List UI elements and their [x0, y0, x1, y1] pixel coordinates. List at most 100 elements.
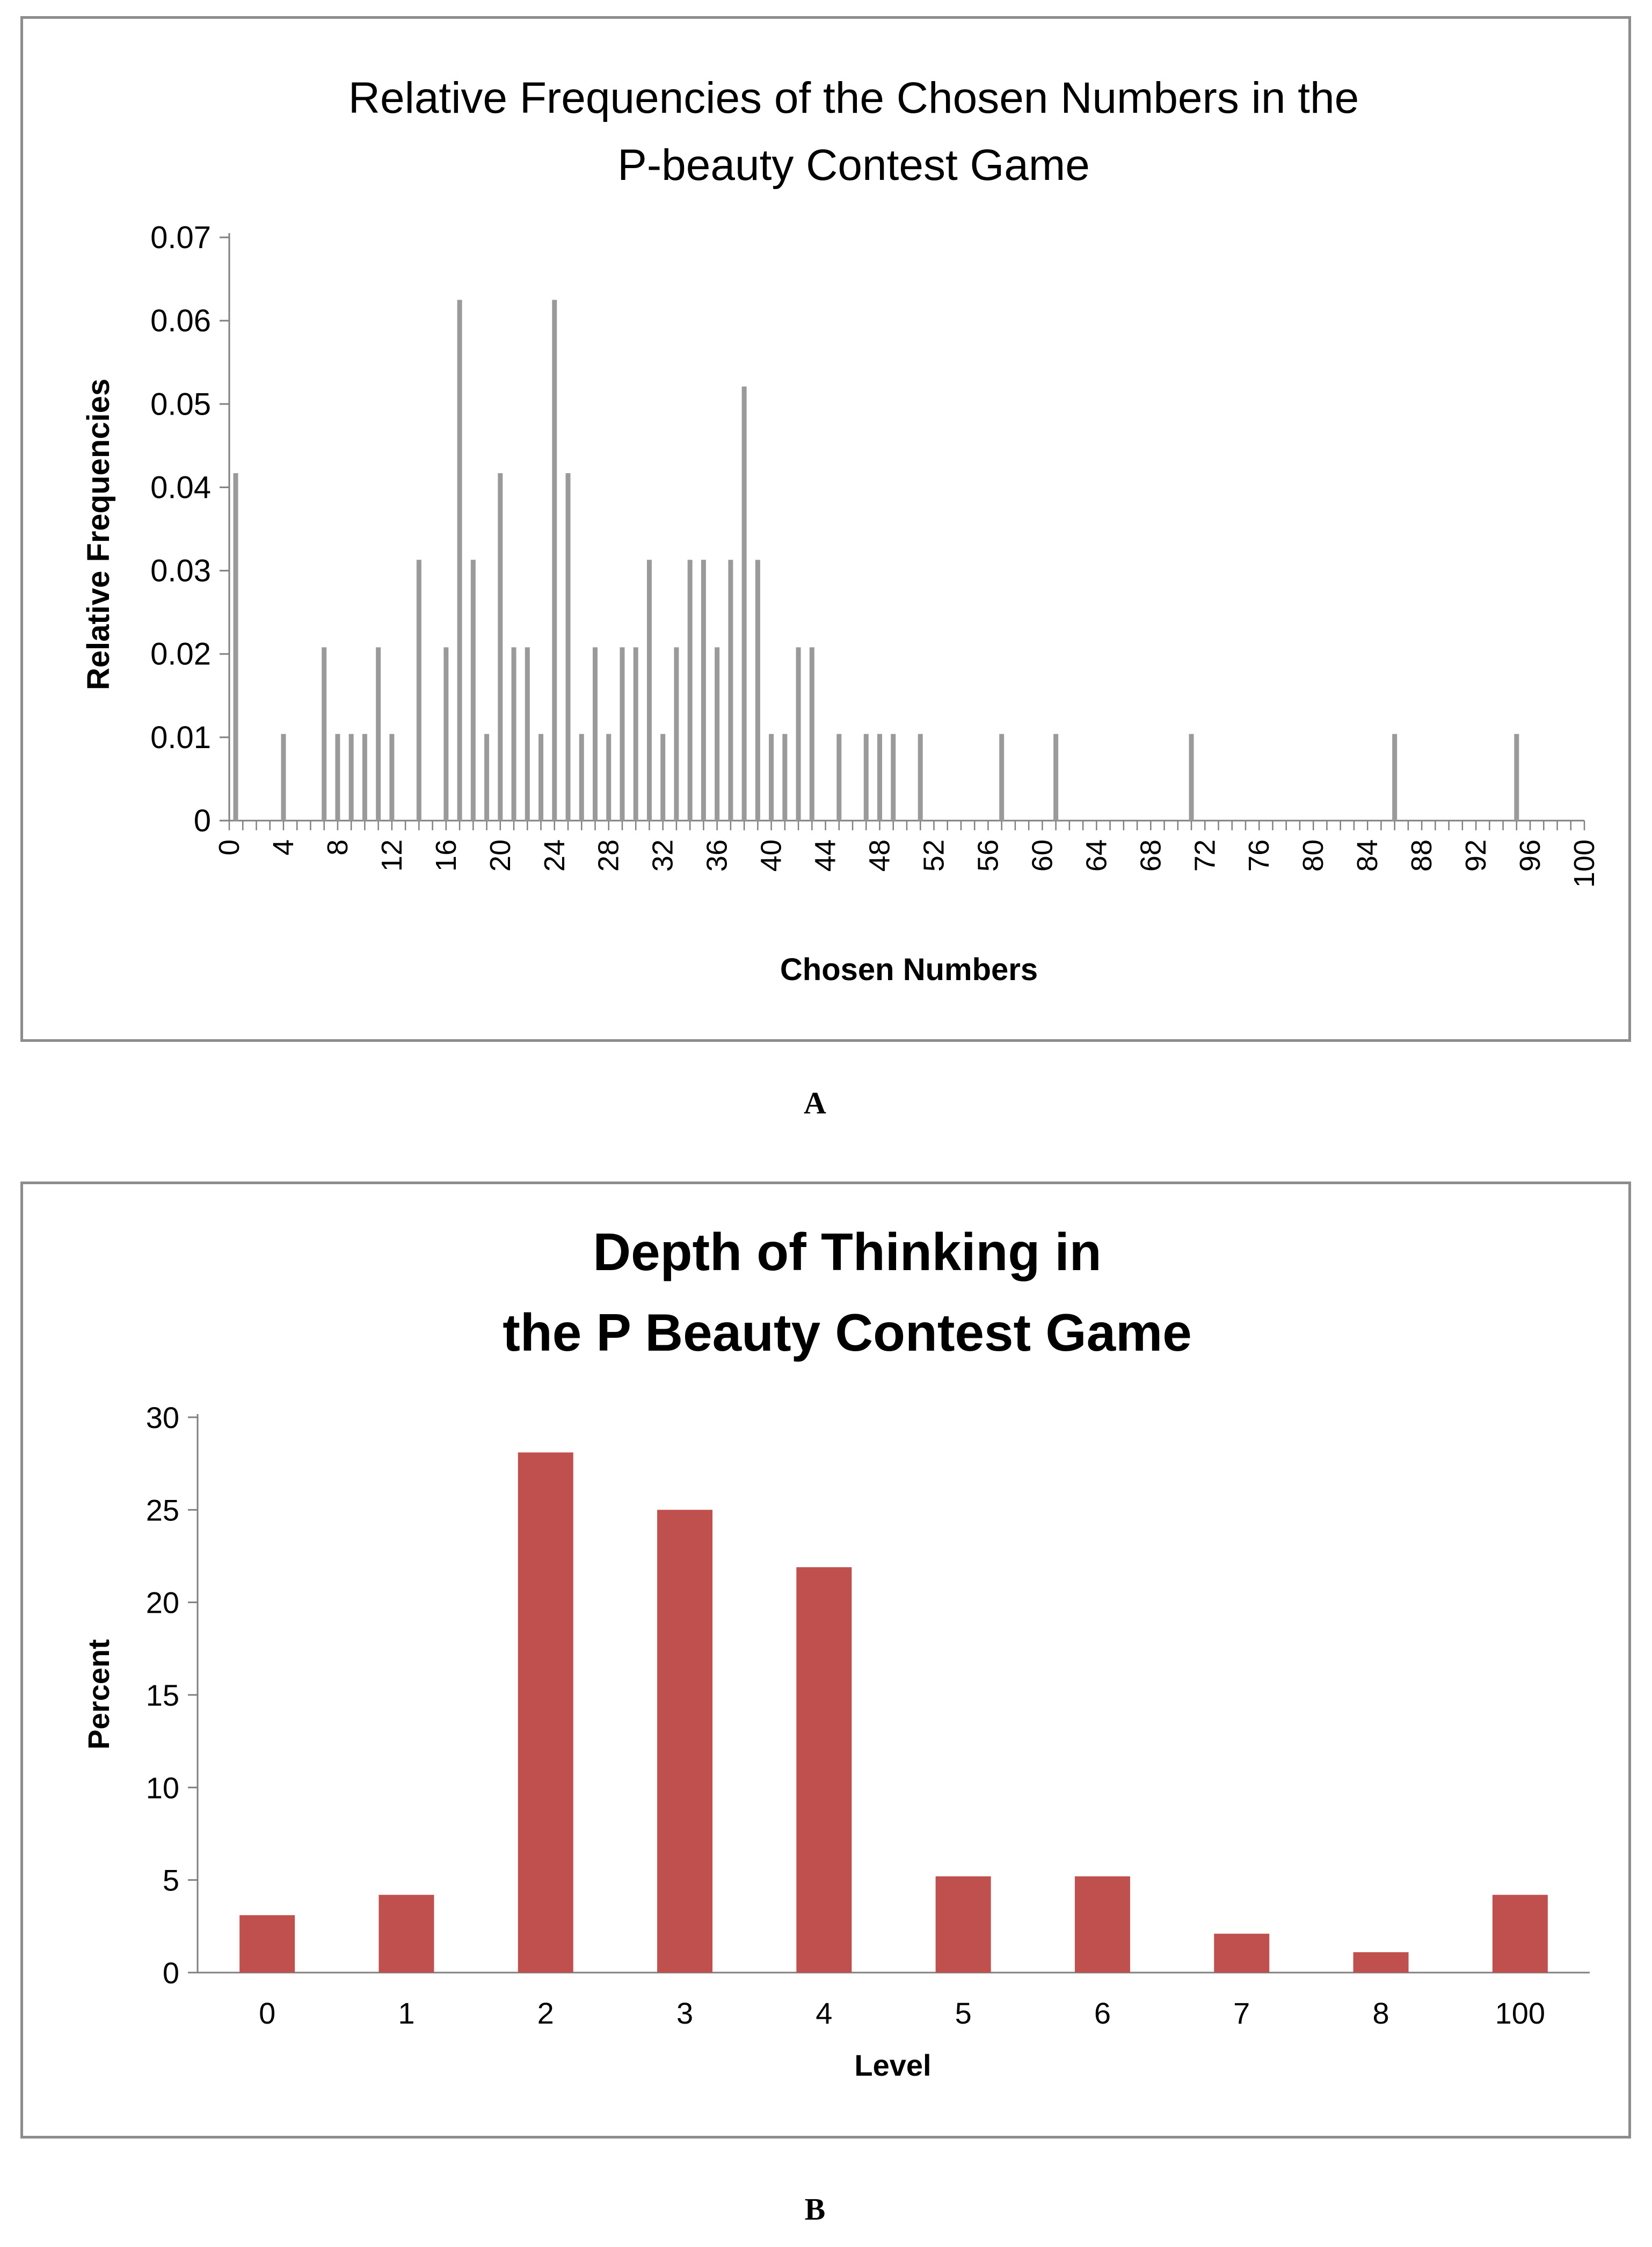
chart-a-bar	[809, 647, 814, 821]
chart-a-x-tick-label: 92	[1460, 839, 1492, 872]
chart-a-bar	[457, 300, 462, 821]
chart-b-y-tick-label: 20	[146, 1586, 179, 1620]
chart-a-bar	[782, 734, 788, 821]
chart-b-x-tick-label: 100	[1495, 1996, 1545, 2030]
chart-a-bar	[715, 647, 720, 821]
chart-a-bar	[335, 734, 340, 821]
chart-b-bar	[796, 1567, 852, 1973]
chart-a-y-tick-label: 0.04	[150, 470, 211, 505]
chart-a-bar	[389, 734, 395, 821]
chart-a-x-tick-label: 24	[538, 839, 571, 872]
chart-a-y-tick-label: 0.03	[150, 554, 211, 589]
chart-b-x-tick-label: 8	[1372, 1996, 1389, 2030]
chart-a-y-axis-label: Relative Frequencies	[81, 379, 116, 690]
chart-a-bar	[470, 560, 476, 821]
chart-a-bar	[348, 734, 354, 821]
chart-a-bar	[416, 560, 421, 821]
chart-a-x-tick-label: 56	[972, 839, 1004, 872]
chart-b-title-line1: Depth of Thinking in	[593, 1222, 1101, 1281]
chart-b-bar	[518, 1452, 573, 1973]
panel-letter-a: A	[804, 1085, 826, 1120]
chart-a-y-tick-label: 0.05	[150, 387, 211, 422]
chart-a-bar	[620, 647, 625, 821]
chart-a-bar	[538, 734, 544, 821]
chart-a-bar	[741, 386, 747, 821]
chart-a-x-tick-label: 72	[1189, 839, 1221, 872]
chart-a-bar	[322, 647, 327, 821]
chart-a-bar	[633, 647, 638, 821]
chart-a-bar	[1053, 734, 1059, 821]
chart-a-bar	[552, 300, 557, 821]
chart-a-y-tick-label: 0.01	[150, 720, 211, 755]
chart-b-x-tick-label: 4	[816, 1996, 832, 2030]
chart-b-svg: Depth of Thinking in the P Beauty Contest…	[82, 1222, 1590, 2082]
chart-a-x-tick-label: 100	[1568, 839, 1600, 888]
chart-b-bar	[935, 1876, 991, 1973]
chart-a-bar	[592, 647, 598, 821]
chart-a-bar	[565, 473, 571, 821]
chart-a-x-tick-label: 44	[810, 839, 842, 872]
chart-a-bar	[863, 734, 869, 821]
chart-b-bar	[379, 1895, 434, 1973]
chart-a-x-tick-label: 16	[430, 839, 462, 872]
chart-a-frame: Relative Frequencies of the Chosen Numbe…	[20, 16, 1631, 1042]
chart-b-y-tick-label: 15	[146, 1678, 179, 1712]
chart-a-bar	[1189, 734, 1194, 821]
chart-b-y-tick-label: 10	[146, 1771, 179, 1804]
chart-b-x-tick-label: 3	[676, 1996, 693, 2030]
chart-a-x-tick-label: 48	[864, 839, 896, 872]
chart-a-bar	[646, 560, 652, 821]
chart-a-y-tick-label: 0	[194, 803, 211, 838]
chart-a-bar	[233, 473, 238, 821]
chart-a-bar	[660, 734, 666, 821]
chart-a-y-tick-label: 0.02	[150, 637, 211, 672]
chart-b-x-tick-label: 2	[537, 1996, 554, 2030]
chart-a-bar	[701, 560, 706, 821]
chart-b-x-axis-label: Level	[854, 2048, 931, 2082]
chart-b-y-tick-label: 0	[163, 1956, 179, 1990]
chart-b-frame: Depth of Thinking in the P Beauty Contest…	[20, 1182, 1631, 2139]
chart-b-x-tick-label: 1	[398, 1996, 414, 2030]
chart-a-bar	[376, 647, 381, 821]
chart-a-bar	[755, 560, 760, 821]
chart-a-y-tick-label: 0.07	[150, 220, 211, 255]
chart-a-x-tick-label: 4	[267, 839, 300, 856]
chart-a-x-tick-label: 64	[1080, 839, 1112, 872]
chart-a-x-tick-label: 20	[484, 839, 516, 872]
chart-b-bar	[239, 1915, 295, 1973]
chart-a-bar	[525, 647, 530, 821]
chart-a-title-line1: Relative Frequencies of the Chosen Numbe…	[348, 74, 1359, 122]
chart-a-x-tick-label: 52	[918, 839, 950, 872]
chart-a-svg: Relative Frequencies of the Chosen Numbe…	[81, 74, 1600, 987]
chart-a-bar	[579, 734, 584, 821]
chart-b-y-tick-label: 25	[146, 1493, 179, 1527]
chart-b-bar	[657, 1510, 713, 1973]
chart-a-bar	[362, 734, 367, 821]
chart-a-bar	[728, 560, 733, 821]
chart-a-x-tick-label: 76	[1243, 839, 1275, 872]
chart-a-bar	[687, 560, 693, 821]
chart-a-x-tick-label: 28	[593, 839, 625, 872]
chart-a-x-tick-label: 96	[1514, 839, 1546, 872]
chart-b-x-tick-label: 7	[1233, 1996, 1250, 2030]
chart-a-bar	[836, 734, 842, 821]
chart-a-x-tick-label: 8	[322, 839, 354, 856]
chart-b-x-tick-label: 5	[955, 1996, 972, 2030]
chart-a-x-tick-label: 60	[1026, 839, 1058, 872]
chart-a-x-tick-label: 80	[1297, 839, 1329, 872]
chart-a-x-tick-label: 36	[701, 839, 733, 872]
chart-a-y-tick-label: 0.06	[150, 303, 211, 338]
chart-b-x-tick-label: 6	[1094, 1996, 1111, 2030]
chart-a-x-tick-label: 88	[1406, 839, 1438, 872]
chart-a-x-tick-label: 84	[1351, 839, 1384, 872]
chart-b-y-axis-label: Percent	[82, 1639, 115, 1749]
chart-a-bar	[498, 473, 503, 821]
chart-a-bar	[281, 734, 286, 821]
chart-a-bar	[606, 734, 612, 821]
chart-b-y-tick-label: 5	[163, 1864, 179, 1897]
chart-a-bar	[891, 734, 896, 821]
chart-b-bar	[1214, 1933, 1270, 1973]
chart-b-title-line2: the P Beauty Contest Game	[503, 1303, 1191, 1362]
chart-a-x-tick-label: 40	[755, 839, 788, 872]
chart-a-title-line2: P-beauty Contest Game	[617, 141, 1090, 190]
